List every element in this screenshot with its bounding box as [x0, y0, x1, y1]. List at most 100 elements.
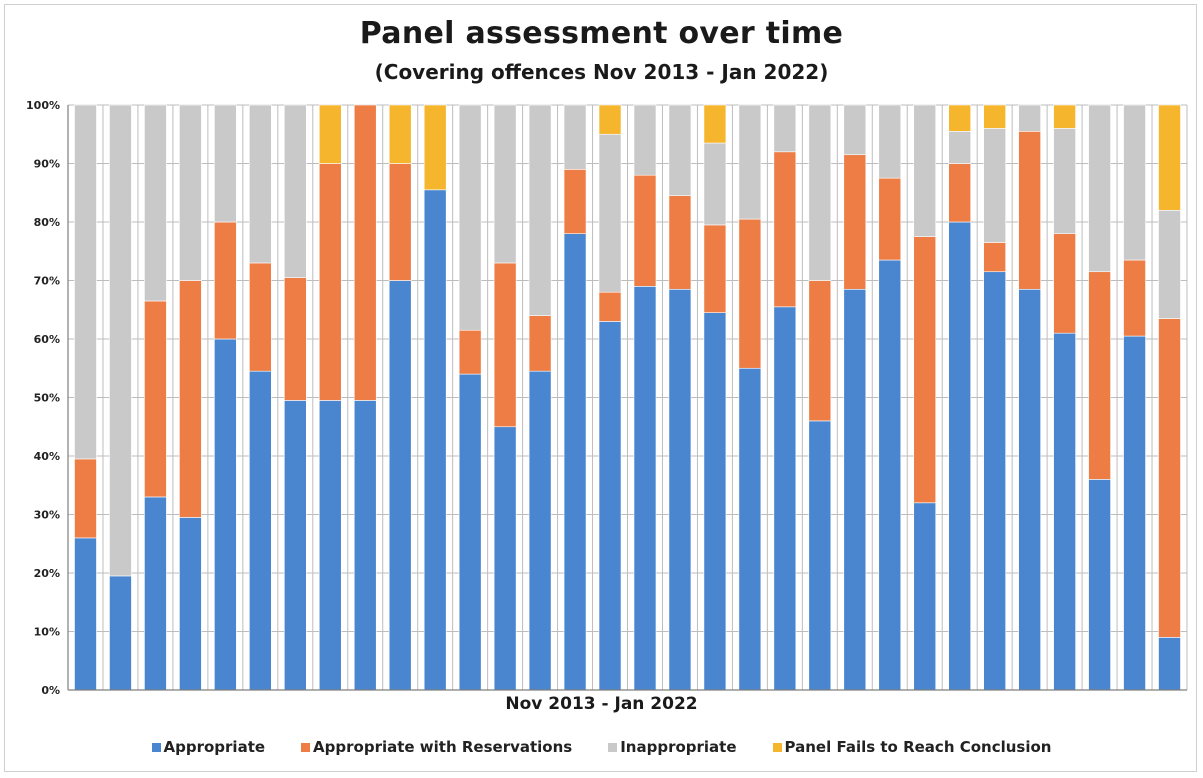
bar-segment-inappropriate: [773, 104, 797, 153]
bar-segment-inappropriate: [214, 104, 237, 223]
bar-segment-reservations: [913, 236, 937, 504]
bar-segment-appropriate: [738, 367, 762, 691]
bar-segment-appropriate: [878, 259, 902, 691]
bar-segment-inappropriate: [144, 104, 167, 302]
chart-title: Panel assessment over time: [359, 16, 844, 51]
legend-item-fails: Panel Fails to Reach Conclusion: [772, 738, 1052, 756]
bar-segment-reservations: [249, 262, 272, 372]
bar-segment-fails: [388, 104, 412, 164]
bar-segment-reservations: [1018, 131, 1041, 290]
bar-segment-inappropriate: [1123, 104, 1146, 261]
y-tick-label: 60%: [34, 333, 60, 346]
chart-subtitle: (Covering offences Nov 2013 - Jan 2022): [374, 60, 829, 84]
bar-segment-reservations: [703, 224, 727, 313]
y-tick-label: 30%: [34, 509, 60, 522]
bar-segment-appropriate: [423, 189, 447, 691]
bar-segment-inappropriate: [843, 104, 867, 156]
bar-segment-appropriate: [1053, 332, 1076, 691]
bar-segment-inappropriate: [1053, 128, 1076, 234]
bar-segment-appropriate: [808, 420, 832, 691]
bar-segment-appropriate: [318, 400, 342, 691]
bar-segment-appropriate: [983, 271, 1006, 691]
bar-segment-appropriate: [353, 400, 377, 691]
legend-label-fails: Panel Fails to Reach Conclusion: [784, 738, 1052, 756]
bar-segment-inappropriate: [703, 142, 727, 226]
bar-segment-inappropriate: [249, 104, 272, 264]
bar-segment-appropriate: [633, 286, 657, 691]
bar-segment-reservations: [1158, 318, 1181, 638]
bar-segment-reservations: [1088, 271, 1111, 480]
bar-segment-fails: [1158, 104, 1181, 211]
bar-segment-inappropriate: [1018, 104, 1041, 132]
y-tick-label: 70%: [34, 275, 60, 288]
bar-segment-inappropriate: [458, 104, 482, 331]
bar-segment-inappropriate: [179, 104, 202, 281]
y-tick-label: 0%: [41, 684, 60, 697]
bar-segment-inappropriate: [983, 128, 1006, 243]
bar-segment-inappropriate: [808, 104, 832, 281]
bar-segment-reservations: [598, 291, 622, 322]
bar-segment-fails: [318, 104, 342, 164]
bar-segment-inappropriate: [109, 104, 132, 577]
y-tick-label: 10%: [34, 626, 60, 639]
y-tick-label: 20%: [34, 567, 60, 580]
bar-segment-reservations: [1123, 259, 1146, 337]
bar-segment-appropriate: [528, 370, 552, 691]
bar-segment-appropriate: [598, 321, 622, 691]
bar-segment-appropriate: [179, 517, 202, 691]
bar-segment-reservations: [878, 177, 902, 261]
bar-segment-inappropriate: [1158, 210, 1181, 319]
y-tick-label: 40%: [34, 450, 60, 463]
bar-segment-inappropriate: [74, 104, 97, 460]
bar-segment-reservations: [528, 315, 552, 372]
bar-segment-appropriate: [843, 288, 867, 691]
bar-segment-reservations: [563, 169, 587, 235]
bar-segment-appropriate: [74, 537, 97, 691]
y-tick-label: 80%: [34, 216, 60, 229]
bar-segment-fails: [423, 104, 447, 191]
legend-item-reservations: Appropriate with Reservations: [301, 738, 572, 756]
bar-segment-reservations: [318, 163, 342, 401]
bar-segment-appropriate: [1123, 335, 1146, 691]
bar-segment-inappropriate: [668, 104, 692, 196]
bar-segment-reservations: [283, 277, 307, 401]
bar-segment-inappropriate: [563, 104, 587, 170]
bar-segment-reservations: [493, 262, 517, 428]
bar-segment-inappropriate: [493, 104, 517, 264]
bar-segment-reservations: [808, 280, 832, 422]
legend-label-reservations: Appropriate with Reservations: [313, 738, 573, 756]
bar-segment-inappropriate: [913, 104, 937, 237]
bar-segment-reservations: [214, 221, 237, 340]
bar-segment-reservations: [843, 154, 867, 290]
bar-segment-appropriate: [1158, 637, 1181, 691]
legend-item-appropriate: Appropriate: [151, 738, 265, 756]
legend-swatch-fails: [772, 742, 782, 752]
bar-segment-inappropriate: [528, 104, 552, 316]
bar-segment-reservations: [179, 280, 202, 518]
bar-segment-appropriate: [1088, 479, 1111, 691]
bar-segment-appropriate: [109, 575, 132, 691]
bar-segment-appropriate: [214, 338, 237, 691]
bar-segment-appropriate: [703, 312, 727, 691]
bar-segment-fails: [1053, 104, 1076, 129]
bar-segment-appropriate: [1018, 288, 1041, 691]
bar-segment-appropriate: [493, 426, 517, 691]
bar-segment-inappropriate: [598, 133, 622, 293]
bar-segment-fails: [598, 104, 622, 135]
bar-segment-appropriate: [773, 306, 797, 691]
bar-segment-appropriate: [563, 233, 587, 691]
bar-segment-appropriate: [249, 370, 272, 691]
bar-segment-fails: [703, 104, 727, 144]
bar-segment-reservations: [458, 329, 482, 375]
bar-segment-inappropriate: [878, 104, 902, 179]
bar-segment-reservations: [144, 300, 167, 498]
bar-segment-reservations: [74, 458, 97, 539]
bar-segment-reservations: [668, 195, 692, 290]
bar-segment-inappropriate: [948, 131, 972, 164]
bar-segment-appropriate: [283, 400, 307, 691]
y-tick-label: 90%: [34, 158, 60, 171]
bar-segment-appropriate: [458, 373, 482, 691]
bar-segment-reservations: [738, 218, 762, 369]
legend-swatch-appropriate: [151, 742, 161, 752]
